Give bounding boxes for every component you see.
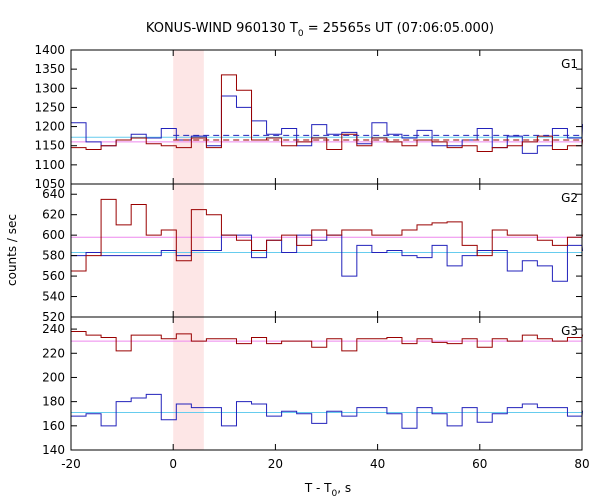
g2-ytick-label: 580 xyxy=(42,249,65,263)
g1-ytick-label: 1150 xyxy=(34,139,65,153)
g3-ytick-label: 140 xyxy=(42,443,65,457)
xtick-label: 60 xyxy=(472,457,487,471)
y-axis-label: counts / sec xyxy=(5,214,19,286)
g3-blue-series xyxy=(71,393,584,429)
g3-ytick-label: 200 xyxy=(42,370,65,384)
g1-ytick-label: 1050 xyxy=(34,177,65,191)
xtick-label: -20 xyxy=(61,457,81,471)
g1-red-series xyxy=(71,74,584,152)
plot-area: 10501100115012001250130013501400G1520540… xyxy=(34,43,589,471)
xtick-label: 80 xyxy=(574,457,589,471)
g1-frame xyxy=(70,49,583,185)
g1-ytick-label: 1100 xyxy=(34,158,65,172)
g2-ytick-label: 540 xyxy=(42,290,65,304)
chart-title: KONUS-WIND 960130 T0 = 25565s UT (07:06:… xyxy=(146,21,494,39)
xtick-label: 0 xyxy=(169,457,177,471)
g3-ytick-label: 180 xyxy=(42,395,65,409)
g2-ytick-label: 620 xyxy=(42,208,65,222)
g2-red-series xyxy=(71,198,584,272)
g2-ytick-label: 520 xyxy=(42,310,65,324)
g3-panel-label: G3 xyxy=(561,324,578,338)
g1-ytick-label: 1200 xyxy=(34,120,65,134)
g3-ytick-label: 160 xyxy=(42,419,65,433)
g3-ytick-label: 220 xyxy=(42,346,65,360)
g2-ytick-label: 640 xyxy=(42,187,65,201)
g2-ytick-label: 560 xyxy=(42,269,65,283)
g1-ytick-label: 1300 xyxy=(34,81,65,95)
g3-ytick-label: 240 xyxy=(42,322,65,336)
g2-ytick-label: 600 xyxy=(42,228,65,242)
g1-ytick-label: 1250 xyxy=(34,100,65,114)
g3-frame xyxy=(70,316,583,451)
x-axis-label: T - T0, s xyxy=(304,481,351,499)
g3-red-series xyxy=(71,331,584,352)
g1-panel-label: G1 xyxy=(561,57,578,71)
g1-ytick-label: 1350 xyxy=(34,62,65,76)
g2-blue-series xyxy=(71,234,584,282)
g2-panel-label: G2 xyxy=(561,191,578,205)
xtick-label: 40 xyxy=(370,457,385,471)
xtick-label: 20 xyxy=(268,457,283,471)
g1-ytick-label: 1400 xyxy=(34,43,65,57)
